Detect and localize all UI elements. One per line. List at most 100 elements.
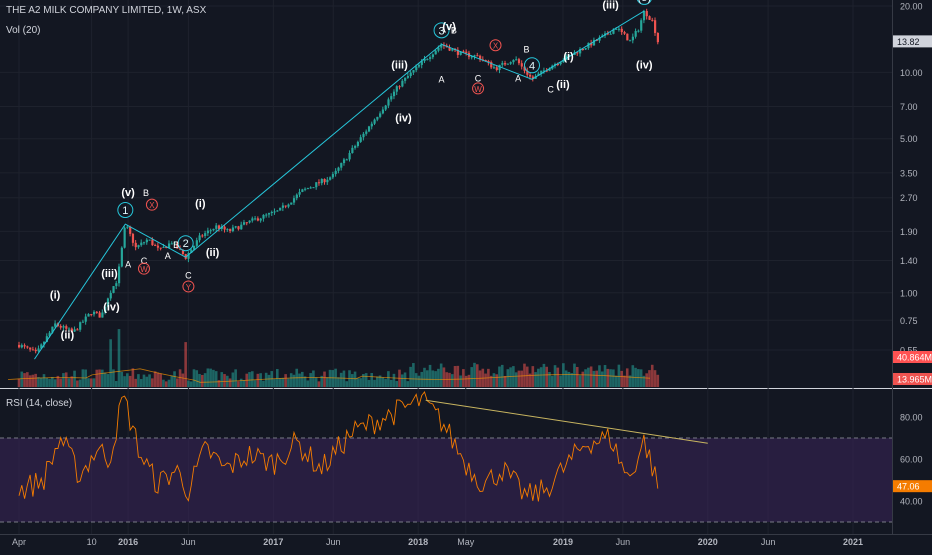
candle bbox=[354, 144, 357, 150]
volume-bar bbox=[387, 371, 390, 387]
wave-label: (ii) bbox=[556, 79, 570, 91]
rsi-legend[interactable]: RSI (14, close) bbox=[6, 398, 73, 409]
candle-body bbox=[379, 113, 382, 117]
time-tick-label: 2017 bbox=[263, 537, 283, 547]
wave-circle bbox=[433, 22, 450, 39]
candle-body bbox=[651, 19, 654, 21]
time-tick-label: May bbox=[457, 537, 475, 547]
candle-body bbox=[629, 40, 632, 42]
candle-body bbox=[348, 153, 351, 160]
candle bbox=[362, 132, 365, 141]
candle bbox=[337, 166, 340, 174]
candle bbox=[26, 345, 29, 349]
volume-bar bbox=[628, 375, 632, 387]
wave-label: (ii) bbox=[206, 247, 220, 259]
volume-bar bbox=[106, 374, 110, 387]
candle-body bbox=[492, 67, 496, 69]
time-tick-label: Jun bbox=[181, 537, 196, 547]
candle bbox=[117, 263, 121, 287]
candle-body bbox=[562, 60, 565, 63]
rsi-divergence-line bbox=[425, 399, 708, 444]
candle bbox=[20, 343, 23, 349]
candle-body bbox=[195, 240, 198, 246]
volume-bar bbox=[473, 362, 476, 387]
candle-body bbox=[490, 62, 493, 68]
candle-body bbox=[404, 77, 407, 81]
wave-label: C bbox=[141, 256, 148, 266]
candle bbox=[245, 222, 248, 226]
symbol-title[interactable]: THE A2 MILK COMPANY LIMITED, 1W, ASX bbox=[6, 5, 207, 16]
time-tick-label: 2016 bbox=[118, 537, 138, 547]
candle bbox=[637, 29, 640, 33]
volume-bar bbox=[212, 369, 215, 387]
candle bbox=[145, 238, 148, 245]
candle-body bbox=[640, 20, 643, 31]
volume-bar bbox=[228, 378, 232, 387]
candle-body bbox=[190, 249, 193, 254]
candle bbox=[242, 219, 246, 226]
candle-body bbox=[648, 16, 651, 20]
volume-legend[interactable]: Vol (20) bbox=[6, 25, 41, 36]
candle-body bbox=[315, 182, 318, 188]
candle-body bbox=[556, 64, 560, 66]
wave-label-circle bbox=[145, 198, 158, 211]
candle bbox=[276, 209, 279, 212]
volume-bar bbox=[162, 379, 165, 387]
candle-body bbox=[67, 328, 71, 330]
volume-bar bbox=[470, 367, 474, 387]
candle-body bbox=[381, 109, 385, 114]
candle bbox=[312, 187, 315, 189]
volume-bar bbox=[489, 375, 493, 387]
candle-body bbox=[501, 63, 504, 65]
candle-body bbox=[137, 245, 140, 248]
candle-body bbox=[48, 332, 51, 337]
volume-bar bbox=[503, 375, 507, 387]
candle-body bbox=[142, 242, 146, 244]
candle-body bbox=[148, 239, 151, 241]
candle bbox=[320, 178, 323, 186]
candle bbox=[67, 327, 71, 332]
volume-bar bbox=[581, 371, 585, 387]
volume-bar bbox=[112, 369, 115, 387]
candle bbox=[204, 230, 207, 239]
candle bbox=[234, 225, 237, 229]
candle-body bbox=[376, 116, 379, 120]
wave-number-label: 1 bbox=[122, 205, 128, 217]
candle-body bbox=[248, 220, 251, 223]
candle-body bbox=[234, 226, 237, 228]
volume-bar bbox=[448, 372, 451, 387]
candle-body bbox=[20, 345, 23, 348]
price-axis[interactable]: 20.00 10.00 7.00 5.00 3.50 2.70 1.90 1.40 1.00 0.… bbox=[893, 2, 932, 507]
candle-body bbox=[448, 47, 451, 51]
time-axis[interactable]: Apr 10 2016 Jun 2017 Jun 2018 May 2019 Jun 2020 Jun… bbox=[12, 537, 863, 547]
candle bbox=[406, 72, 410, 79]
volume-bar bbox=[423, 367, 426, 387]
candle-body bbox=[340, 163, 343, 168]
price-tick-label: 7.00 bbox=[900, 102, 918, 112]
volume-bar bbox=[556, 367, 560, 387]
volume-bar bbox=[262, 380, 265, 387]
candle-body bbox=[351, 147, 354, 154]
candle-body bbox=[240, 224, 243, 230]
candle bbox=[298, 188, 301, 198]
volume-bar bbox=[70, 376, 74, 387]
candle-body bbox=[579, 48, 582, 54]
volume-bar bbox=[320, 375, 324, 387]
candle-body bbox=[104, 306, 107, 313]
volume-bar bbox=[525, 366, 529, 387]
candle bbox=[309, 186, 312, 189]
wave-label-circle bbox=[137, 262, 150, 275]
volume-bar bbox=[37, 377, 40, 387]
volume-bar bbox=[614, 375, 618, 387]
volume-bar bbox=[192, 369, 196, 387]
candle bbox=[404, 77, 407, 84]
candle-body bbox=[301, 189, 304, 192]
candle bbox=[237, 225, 240, 231]
primary-wave-marker: 2 bbox=[177, 235, 194, 252]
candle bbox=[90, 314, 93, 317]
volume-bar bbox=[337, 377, 340, 387]
candle bbox=[81, 319, 85, 323]
candle bbox=[387, 97, 390, 109]
